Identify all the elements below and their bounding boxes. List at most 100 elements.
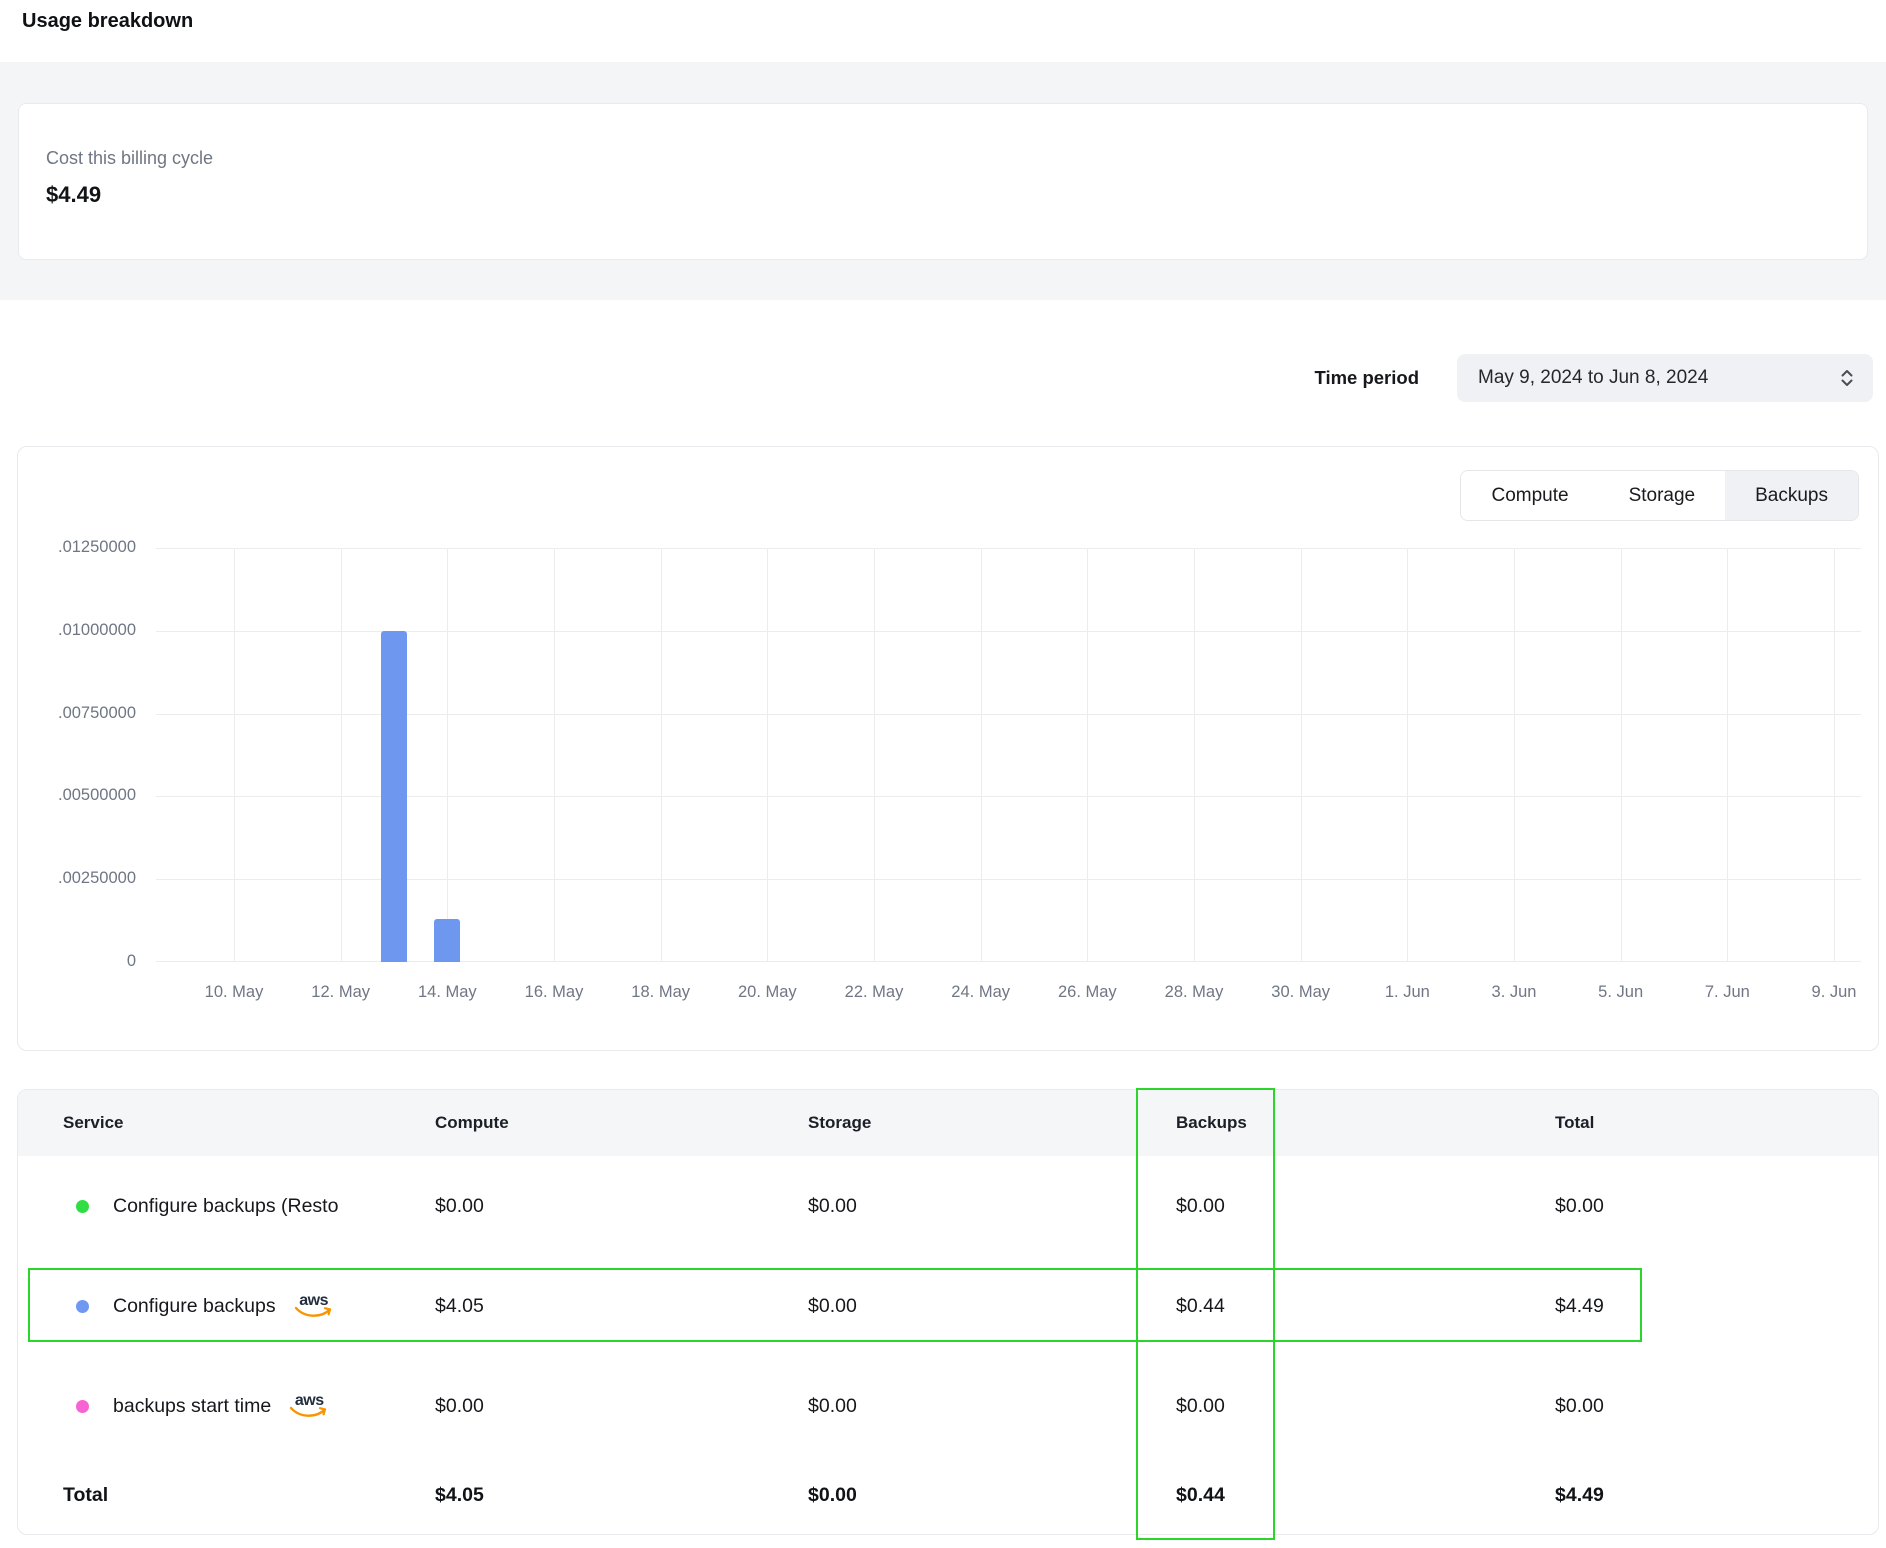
cell-compute: $0.00 [435,1194,484,1217]
cell-storage: $0.00 [808,1194,857,1217]
x-axis-tick-label: 12. May [311,983,371,1001]
gridline-vertical [234,548,235,962]
page-title: Usage breakdown [22,10,194,32]
cell-backups: $0.00 [1176,1194,1225,1217]
time-period-row: Time period May 9, 2024 to Jun 8, 2024 [1314,354,1873,402]
gridline-vertical [447,548,449,962]
gridline-vertical [554,548,555,962]
gridline-vertical [340,548,342,962]
cell-storage: $0.00 [808,1394,857,1417]
x-axis-tick-label: 7. Jun [1704,983,1750,1001]
service-color-dot [76,1299,89,1313]
cell-total: $0.00 [1555,1194,1604,1217]
gridline-horizontal [156,879,1861,881]
tab-storage[interactable]: Storage [1598,471,1726,520]
x-axis-tick-label: 22. May [844,983,904,1001]
gridline-vertical [1834,548,1835,962]
time-period-value: May 9, 2024 to Jun 8, 2024 [1478,367,1709,388]
x-axis-tick-label: 10. May [204,983,264,1001]
gridline-horizontal [156,630,1861,632]
service-color-dot [76,1399,89,1413]
table-row: backups start time aws $0.00 $0.00 $0.00… [18,1356,1878,1456]
time-period-label: Time period [1314,367,1419,388]
chart-bar-14-May[interactable] [434,918,461,962]
usage-table-card: Service Compute Storage Backups Total Co… [17,1089,1879,1535]
cell-total-total: $4.49 [1555,1483,1604,1506]
cell-compute: $0.00 [435,1394,484,1417]
service-name: backups start time [113,1394,272,1417]
table-total-row: Total $4.05 $0.00 $0.44 $4.49 [18,1456,1878,1534]
column-header-service: Service [63,1113,124,1132]
gridline-vertical [1514,548,1515,962]
cell-backups: $0.44 [1176,1294,1225,1317]
gridline-vertical [980,548,982,962]
gridline-vertical [1407,548,1409,962]
service-name: Configure backups [113,1294,276,1317]
aws-logo: aws [289,1393,329,1419]
x-axis-tick-label: 18. May [631,983,691,1001]
cell-storage-total: $0.00 [808,1483,857,1506]
gridline-horizontal [156,961,1861,962]
cell-backups: $0.00 [1176,1394,1225,1417]
column-header-backups: Backups [1176,1113,1247,1132]
x-axis-tick-label: 5. Jun [1598,983,1644,1001]
column-header-compute: Compute [435,1113,509,1132]
cell-storage: $0.00 [808,1294,857,1317]
y-axis-tick-label: .01250000 [58,538,136,556]
x-axis-tick-label: 20. May [737,983,797,1001]
gridline-vertical [1087,548,1089,962]
x-axis-tick-label: 3. Jun [1491,983,1537,1001]
gridline-vertical [1194,548,1195,962]
x-axis-tick-label: 9. Jun [1811,983,1857,1001]
service-name: Configure backups (Resto [113,1194,338,1217]
aws-logo: aws [294,1293,334,1319]
billing-summary-band: Cost this billing cycle $4.49 [0,62,1886,300]
chart-metric-tabs: Compute Storage Backups [1460,470,1859,521]
chevron-updown-icon [1841,370,1853,386]
gridline-vertical [1620,548,1622,962]
billing-cost-value: $4.49 [46,182,102,207]
total-row-label: Total [63,1483,109,1506]
aws-smile-icon [294,1306,331,1317]
gridline-vertical [874,548,875,962]
y-axis-tick-label: .00750000 [58,703,136,722]
table-row: Configure backups (Resto $0.00 $0.00 $0.… [18,1156,1878,1256]
service-color-dot [76,1199,89,1213]
column-header-storage: Storage [808,1113,872,1132]
column-header-total: Total [1555,1113,1595,1132]
gridline-vertical [767,548,769,962]
time-period-select[interactable]: May 9, 2024 to Jun 8, 2024 [1457,354,1873,402]
gridline-vertical [1727,548,1729,962]
y-axis-tick-label: .00500000 [58,786,136,805]
x-axis-tick-label: 24. May [951,983,1011,1001]
cell-compute: $4.05 [435,1294,484,1317]
y-axis-tick-label: .01000000 [58,620,136,639]
tab-backups[interactable]: Backups [1725,471,1858,520]
chart-plot-area [156,548,1861,962]
billing-cost-card: Cost this billing cycle $4.49 [18,103,1868,260]
cell-total: $0.00 [1555,1394,1604,1417]
x-axis-tick-label: 30. May [1271,983,1331,1001]
usage-chart-card: Compute Storage Backups .01250000 .010000… [17,446,1879,1051]
gridline-horizontal [156,548,1861,549]
table-row-highlighted: Configure backups aws $4.05 $0.00 $0.44 … [18,1256,1878,1356]
gridline-horizontal [156,796,1861,798]
aws-smile-icon [290,1406,327,1417]
chart-bar-13-May[interactable] [381,630,407,962]
x-axis-tick-label: 26. May [1057,983,1117,1001]
cell-backups-total: $0.44 [1176,1483,1225,1506]
x-axis-tick-label: 16. May [524,983,584,1001]
y-axis-tick-label: .00250000 [58,869,136,888]
gridline-vertical [660,548,662,962]
billing-cost-label: Cost this billing cycle [46,148,214,168]
gridline-horizontal [156,713,1861,715]
cell-compute-total: $4.05 [435,1483,484,1506]
x-axis-tick-label: 28. May [1164,983,1224,1001]
tab-compute[interactable]: Compute [1461,471,1599,520]
cell-total: $4.49 [1555,1294,1604,1317]
x-axis-tick-label: 14. May [417,983,477,1001]
gridline-vertical [1300,548,1302,962]
y-axis-tick-label: 0 [126,952,136,970]
x-axis-tick-label: 1. Jun [1384,983,1430,1001]
